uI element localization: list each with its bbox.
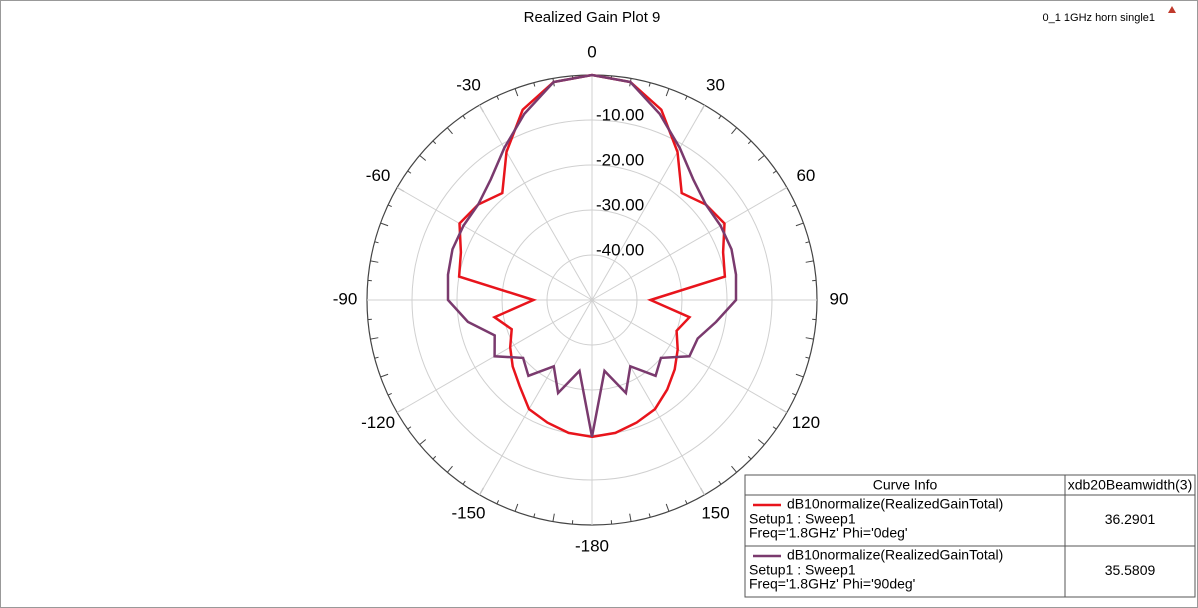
grid-spoke (479, 299, 593, 496)
minor-tick (648, 513, 651, 518)
minor-tick (757, 439, 765, 446)
minor-tick (665, 503, 670, 512)
legend-setup: Setup1 : Sweep1 (749, 562, 856, 578)
minor-tick (370, 260, 379, 263)
minor-tick (419, 439, 427, 446)
minor-tick (514, 88, 519, 97)
grid-spoke (591, 187, 788, 301)
minor-tick (407, 170, 412, 174)
angle-label: -60 (366, 166, 391, 185)
minor-tick (387, 204, 392, 208)
angle-label: 0 (587, 42, 596, 61)
grid-spoke (479, 104, 593, 301)
minor-tick (684, 95, 688, 100)
legend-header: xdb20Beamwidth(3) (1068, 477, 1193, 493)
angle-label: 90 (830, 289, 849, 308)
minor-tick (370, 337, 379, 340)
radial-label: -20.00 (596, 150, 644, 169)
minor-tick (747, 455, 752, 460)
legend-freq: Freq='1.8GHz' Phi='90deg' (749, 576, 915, 592)
minor-tick (533, 82, 536, 87)
minor-tick (629, 513, 632, 522)
legend-beamwidth: 36.2901 (1105, 511, 1156, 527)
minor-tick (387, 392, 392, 396)
minor-tick (665, 88, 670, 97)
marker-icon (1168, 6, 1176, 13)
minor-tick (805, 337, 814, 340)
angle-label: 150 (701, 503, 729, 522)
grid-spoke (591, 299, 705, 496)
legend-name: dB10normalize(RealizedGainTotal) (787, 547, 1003, 563)
minor-tick (380, 222, 389, 227)
grid-spoke (396, 187, 593, 301)
minor-tick (792, 204, 797, 208)
minor-tick (380, 373, 389, 378)
minor-tick (795, 373, 804, 378)
minor-tick (407, 426, 412, 430)
minor-tick (496, 500, 500, 505)
minor-tick (374, 241, 379, 244)
angle-label: -120 (361, 413, 395, 432)
legend-freq: Freq='1.8GHz' Phi='0deg' (749, 525, 908, 541)
minor-tick (684, 500, 688, 505)
minor-tick (792, 392, 797, 396)
minor-tick (805, 241, 810, 244)
grid-spoke (591, 104, 705, 301)
angle-label: -90 (333, 289, 358, 308)
minor-tick (805, 356, 810, 359)
radial-label: -30.00 (596, 195, 644, 214)
chart-title: Realized Gain Plot 9 (524, 9, 661, 26)
radial-label: -40.00 (596, 240, 644, 259)
project-label: 0_1 1GHz horn single1 (1042, 12, 1155, 24)
legend-setup: Setup1 : Sweep1 (749, 511, 856, 527)
minor-tick (747, 140, 752, 145)
minor-tick (795, 222, 804, 227)
angle-label: -180 (575, 536, 609, 555)
minor-tick (718, 480, 722, 485)
minor-tick (496, 95, 500, 100)
minor-tick (718, 115, 722, 120)
minor-tick (432, 455, 437, 460)
legend-name: dB10normalize(RealizedGainTotal) (787, 496, 1003, 512)
angle-label: 30 (706, 76, 725, 95)
minor-tick (731, 127, 738, 135)
legend-header: Curve Info (873, 477, 938, 493)
minor-tick (772, 426, 777, 430)
minor-tick (805, 260, 814, 263)
minor-tick (446, 127, 453, 135)
series-line (446, 73, 738, 438)
angle-label: -150 (451, 503, 485, 522)
radial-label: -10.00 (596, 105, 644, 124)
minor-tick (374, 356, 379, 359)
minor-tick (533, 513, 536, 518)
angle-label: 120 (792, 413, 820, 432)
minor-tick (757, 154, 765, 161)
minor-tick (731, 465, 738, 473)
minor-tick (419, 154, 427, 161)
angle-label: 60 (796, 166, 815, 185)
minor-tick (772, 170, 777, 174)
minor-tick (446, 465, 453, 473)
minor-tick (648, 82, 651, 87)
minor-tick (552, 513, 555, 522)
minor-tick (462, 115, 466, 120)
legend-beamwidth: 35.5809 (1105, 562, 1156, 578)
minor-tick (432, 140, 437, 145)
angle-label: -30 (456, 76, 481, 95)
minor-tick (514, 503, 519, 512)
minor-tick (462, 480, 466, 485)
